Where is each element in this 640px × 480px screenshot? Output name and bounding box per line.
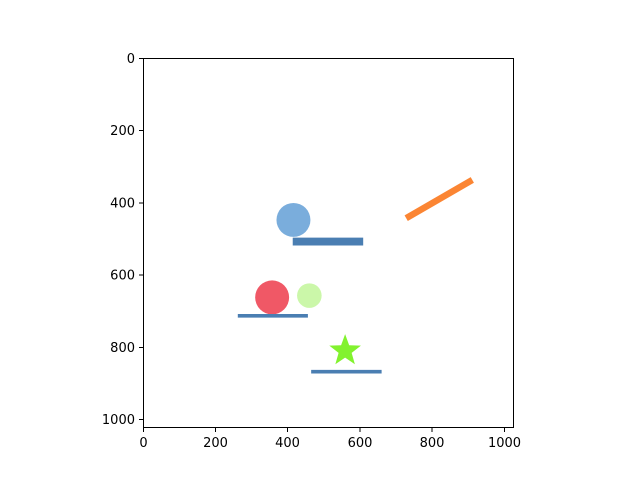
x-tick-label: 0 bbox=[139, 436, 147, 451]
y-tick-label: 400 bbox=[110, 197, 135, 212]
x-tick-label: 400 bbox=[275, 436, 300, 451]
y-axis: 0 200 400 600 800 1000 bbox=[102, 52, 144, 428]
x-tick-label: 800 bbox=[420, 436, 445, 451]
y-tick-label: 800 bbox=[110, 341, 135, 356]
light-green-ball[interactable] bbox=[297, 283, 322, 308]
x-tick-label: 200 bbox=[203, 436, 228, 451]
y-tick-label: 200 bbox=[110, 124, 135, 139]
y-tick-label: 0 bbox=[127, 52, 135, 67]
green-star[interactable] bbox=[329, 334, 361, 365]
y-tick-label: 1000 bbox=[102, 413, 135, 428]
blue-ball[interactable] bbox=[276, 202, 311, 237]
canvas-frame bbox=[143, 58, 514, 428]
y-tick-label: 600 bbox=[110, 269, 135, 284]
orange-tilted-bar[interactable] bbox=[404, 177, 474, 221]
x-tick-label: 600 bbox=[348, 436, 373, 451]
x-tick-label: 1000 bbox=[488, 436, 521, 451]
red-ball[interactable] bbox=[255, 280, 290, 315]
x-axis: 0 200 400 600 800 1000 bbox=[139, 427, 521, 451]
game-canvas[interactable] bbox=[143, 58, 514, 428]
objects-layer bbox=[237, 177, 474, 374]
